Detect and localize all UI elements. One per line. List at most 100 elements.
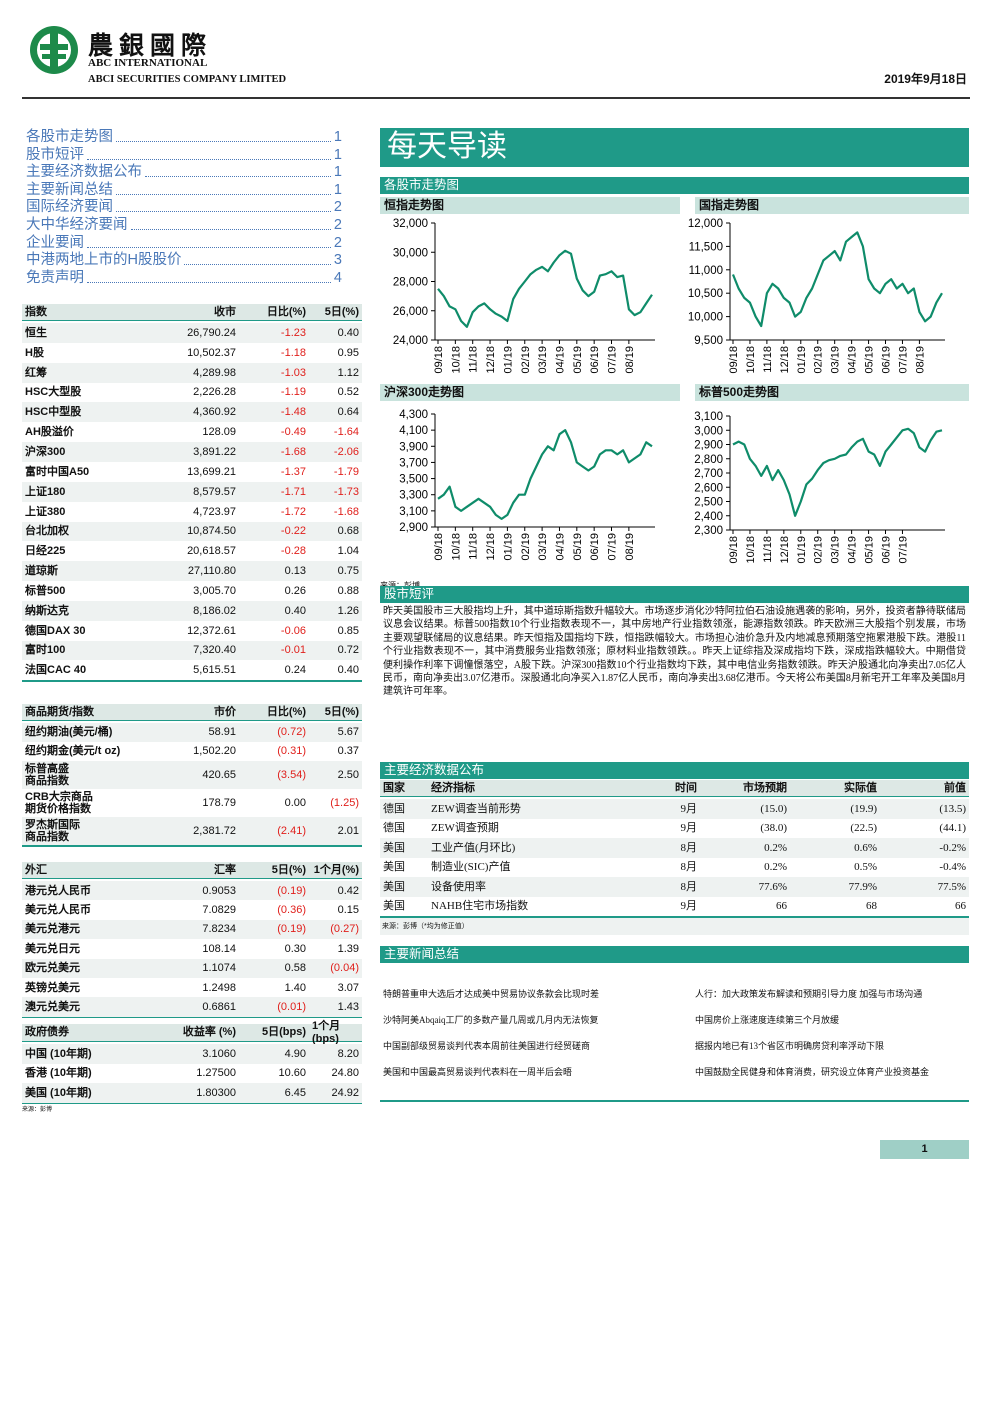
section-rule: [380, 1100, 969, 1102]
table-cell: 7.8234: [202, 923, 236, 936]
toc-entry: 各股市走势图 1: [26, 128, 342, 146]
x-tick-label: 09/18: [433, 346, 445, 374]
x-tick-label: 05/19: [572, 346, 584, 374]
table-cell: 66: [776, 900, 787, 913]
table-cell: 0.2%: [764, 861, 787, 874]
y-tick-label: 11,500: [689, 241, 723, 253]
x-tick-label: 07/19: [607, 346, 619, 374]
page-number: 1: [880, 1140, 969, 1159]
toc-page: 2: [333, 234, 342, 251]
table-row: 道琼斯 27,110.80 0.13 0.75: [22, 561, 362, 582]
table-row: 上证180 8,579.57 -1.71 -1.73: [22, 481, 362, 502]
table-cell: -1.68: [280, 445, 306, 458]
x-tick-label: 06/19: [881, 536, 893, 564]
table-cell: (38.0): [760, 822, 787, 835]
table-cell: -1.23: [280, 326, 306, 339]
table-cell: 澳元兑美元: [25, 1001, 80, 1014]
table-cell: 3.07: [337, 981, 359, 994]
x-tick-label: 04/19: [847, 346, 859, 374]
table-cell: 纳斯达克: [25, 604, 69, 617]
toc-leader: [87, 281, 331, 283]
table-cell: 1.27500: [196, 1067, 236, 1080]
header-cell: 日比(%): [266, 305, 306, 318]
table-cell: 沪深300: [25, 445, 66, 458]
table-cell: 纽约期油(美元/桶): [25, 726, 113, 739]
table-row: H股 10,502.37 -1.18 0.95: [22, 343, 362, 363]
table-row: 美国 NAHB住宅市场指数 9月 66 68 66: [380, 897, 969, 917]
table-cell: 工业产值(月环比): [431, 841, 516, 854]
table-cell: 标普500: [25, 584, 66, 597]
x-tick-label: 03/19: [537, 346, 549, 374]
toc-label: 中港两地上市的H股股价: [26, 252, 182, 269]
table-cell: -1.03: [280, 366, 306, 379]
table-cell: 英镑兑美元: [25, 981, 80, 994]
header-cell: 指数: [25, 305, 47, 318]
table-cell: 9月: [680, 900, 698, 913]
table-cell: 0.2%: [764, 841, 787, 854]
table-cell: 0.52: [337, 386, 359, 399]
table-cell: 2.50: [337, 768, 359, 781]
news-item: 特朗普重申大选后才达成美中贸易协议条款会比现时差: [383, 989, 600, 999]
table-cell: 罗杰斯国际 商品指数: [25, 818, 80, 843]
table-cell: 3,005.70: [193, 584, 236, 597]
table-cell: 美国: [383, 861, 405, 874]
table-cell: 富时中国A50: [25, 465, 90, 478]
table-cell: 0.6861: [202, 1001, 236, 1014]
index-line: [731, 231, 943, 328]
table-row: 澳元兑美元 0.6861 (0.01) 1.43: [22, 997, 362, 1017]
news-item: 中国鼓励全民健身和体育消费，研究设立体育产业投资基金: [695, 1067, 930, 1077]
table-cell: 1,502.20: [193, 745, 236, 758]
toc-entry: 免责声明 4: [26, 269, 342, 287]
table-cell: 9月: [680, 802, 698, 815]
news-item: 沙特阿美Abqaiq工厂的多数产量几周或几月内无法恢复: [383, 1015, 599, 1025]
y-tick-label: 3,000: [694, 425, 723, 437]
x-tick-label: 01/19: [502, 533, 514, 561]
y-tick-label: 2,700: [694, 468, 723, 480]
table-cell: (2.41): [277, 824, 306, 837]
chart-title-bar: 恒指走势图: [380, 197, 680, 214]
table-cell: 0.13: [284, 565, 306, 578]
table-cell: 12,372.61: [187, 624, 236, 637]
table-cell: (0.72): [277, 726, 306, 739]
y-tick-label: 24,000: [393, 335, 428, 347]
x-tick-label: 02/19: [813, 346, 825, 374]
table-row: 德国 ZEW调查预期 9月 (38.0) (22.5) (44.1): [380, 819, 969, 839]
x-tick-label: 07/19: [897, 536, 909, 564]
toc-label: 各股市走势图: [26, 129, 113, 145]
chart-title-bar: 国指走势图: [695, 197, 969, 214]
table-cell: (0.01): [277, 1001, 306, 1014]
news-item: 据报内地已有13个省区市明确房贷利率浮动下限: [695, 1041, 885, 1051]
x-tick-label: 05/19: [864, 536, 876, 564]
table-cell: 128.09: [202, 426, 236, 439]
table-cell: 上证180: [25, 485, 66, 498]
table-cell: 上证380: [25, 505, 66, 518]
header-cell: 政府债券: [25, 1026, 69, 1039]
table-cell: HSC中型股: [25, 406, 82, 419]
header-cell: 市价: [214, 705, 236, 718]
table-cell: 24.92: [331, 1086, 359, 1099]
y-tick-label: 3,500: [399, 474, 428, 486]
table-row: 台北加权 10,874.50 -0.22 0.68: [22, 521, 362, 542]
table-cell: 德国DAX 30: [25, 624, 86, 637]
table-cell: 0.9053: [202, 884, 236, 897]
table-row: 日经225 20,618.57 -0.28 1.04: [22, 541, 362, 561]
table-cell: 美国: [383, 880, 405, 893]
header-cell: 1个月(bps): [312, 1020, 341, 1045]
chart-title-bar: 标普500走势图: [695, 384, 969, 401]
table-cell: 美元兑日元: [25, 942, 80, 955]
table-rule: [380, 916, 969, 918]
table-cell: -1.73: [333, 485, 359, 498]
y-tick-label: 2,800: [694, 454, 723, 466]
table-row: 美国 制造业(SIC)产值 8月 0.2% 0.5% -0.4%: [380, 858, 969, 878]
table-cell: 420.65: [202, 768, 236, 781]
toc-label: 主要经济数据公布: [26, 164, 142, 181]
table-row: 港元兑人民币 0.9053 (0.19) 0.42: [22, 881, 362, 901]
toc-entry: 中港两地上市的H股股价 3: [26, 251, 342, 269]
table-cell: 24.80: [331, 1067, 359, 1080]
section-bar: 主要经济数据公布: [380, 762, 969, 779]
table-cell: -1.79: [333, 465, 359, 478]
table-cell: 富时100: [25, 644, 66, 657]
y-tick-label: 3,100: [694, 411, 723, 423]
toc-entry: 国际经济要闻 2: [26, 198, 342, 216]
table-cell: (3.54): [277, 768, 306, 781]
